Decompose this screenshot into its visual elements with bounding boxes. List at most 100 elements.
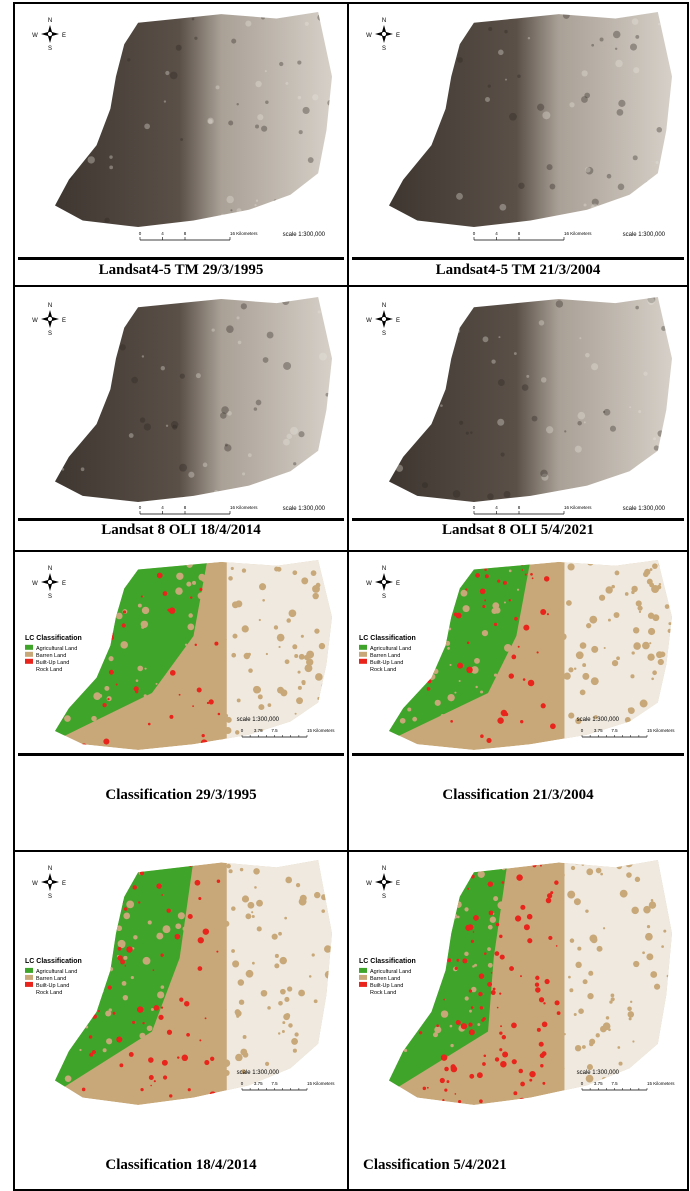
barren-patch — [441, 714, 445, 718]
satellite-image — [389, 297, 672, 502]
barren-patch — [183, 926, 188, 931]
texture — [267, 332, 274, 339]
barren-patch — [633, 627, 639, 633]
barren-patch — [651, 678, 654, 681]
barren-patch — [465, 996, 469, 1000]
texture — [76, 34, 79, 37]
texture — [425, 319, 429, 323]
compass-label: N — [382, 18, 386, 24]
built-up — [541, 1101, 547, 1107]
built-up — [427, 679, 431, 683]
texture — [283, 439, 290, 446]
barren-patch — [636, 742, 644, 750]
barren-patch — [433, 609, 435, 611]
built-up — [105, 960, 108, 963]
texture — [86, 336, 91, 341]
barren-patch — [494, 673, 497, 676]
barren-patch — [648, 628, 655, 635]
built-up — [486, 738, 491, 743]
texture — [585, 167, 591, 173]
barren-patch — [426, 918, 431, 923]
texture — [317, 14, 324, 21]
texture — [613, 31, 621, 39]
barren-patch — [490, 1027, 494, 1031]
built-up — [163, 1075, 167, 1079]
built-up — [105, 599, 108, 602]
barren-patch — [232, 634, 237, 639]
texture — [265, 70, 267, 72]
built-up — [530, 573, 533, 576]
texture — [456, 193, 463, 200]
built-up — [520, 1082, 525, 1087]
barren-patch — [67, 884, 75, 892]
built-up — [484, 599, 486, 601]
texture — [633, 155, 638, 160]
legend-swatch — [25, 645, 33, 650]
caption: Landsat4-5 TM 21/3/2004 — [349, 262, 687, 279]
barren-patch — [649, 901, 656, 908]
built-up — [102, 975, 105, 978]
texture — [131, 377, 138, 384]
legend-item: Barren Land — [36, 653, 66, 659]
built-up — [210, 1092, 214, 1096]
barren-patch — [178, 912, 185, 919]
texture — [440, 404, 443, 407]
barren-patch — [504, 601, 506, 603]
barren-patch — [625, 859, 633, 867]
texture — [296, 200, 303, 207]
built-up — [119, 1063, 123, 1067]
scale-label: 0 — [139, 505, 142, 510]
barren-patch — [141, 626, 144, 629]
barren-patch — [137, 666, 143, 672]
built-up — [479, 973, 485, 979]
built-up — [198, 966, 203, 971]
barren-patch — [637, 606, 642, 611]
barren-patch — [581, 737, 585, 741]
barren-patch — [396, 895, 400, 899]
scale-text: scale 1:300,000 — [237, 717, 280, 723]
built-up — [157, 573, 163, 579]
barren-patch — [282, 1021, 285, 1024]
scale-label: 8 — [184, 231, 187, 236]
barren-patch — [620, 859, 625, 864]
built-up — [93, 873, 99, 879]
texture — [413, 380, 415, 382]
barren-patch — [311, 570, 317, 576]
texture — [62, 468, 65, 471]
texture — [78, 425, 82, 429]
texture — [579, 337, 581, 339]
legend-item: Agricultural Land — [370, 969, 411, 975]
texture — [541, 377, 547, 383]
built-up — [480, 588, 486, 594]
barren-patch — [580, 642, 587, 649]
barren-patch — [292, 570, 297, 575]
texture — [248, 453, 252, 457]
barren-patch — [288, 1023, 292, 1027]
barren-patch — [219, 926, 224, 931]
barren-patch — [298, 686, 302, 690]
texture — [238, 341, 242, 345]
built-up — [479, 1099, 483, 1103]
built-up — [537, 651, 539, 653]
built-up — [425, 946, 430, 951]
barren-patch — [306, 651, 314, 659]
legend-item: Barren Land — [36, 976, 66, 982]
texture — [630, 44, 637, 51]
legend-item: Agricultural Land — [370, 646, 411, 652]
legend-item: Rock Land — [370, 990, 396, 996]
texture — [227, 411, 232, 416]
map-panel: LC ClassificationAgricultural LandBarren… — [15, 852, 347, 1153]
texture — [327, 100, 333, 106]
built-up — [141, 595, 143, 597]
barren-patch — [161, 985, 165, 989]
texture — [279, 62, 283, 66]
barren-patch — [447, 647, 450, 650]
built-up — [455, 1093, 457, 1095]
built-up — [535, 976, 539, 980]
built-up — [525, 573, 527, 575]
texture — [651, 195, 659, 203]
scale-label: 15 Kilometers — [307, 728, 335, 733]
built-up — [201, 739, 207, 745]
built-up — [154, 1080, 156, 1082]
texture — [396, 465, 403, 472]
